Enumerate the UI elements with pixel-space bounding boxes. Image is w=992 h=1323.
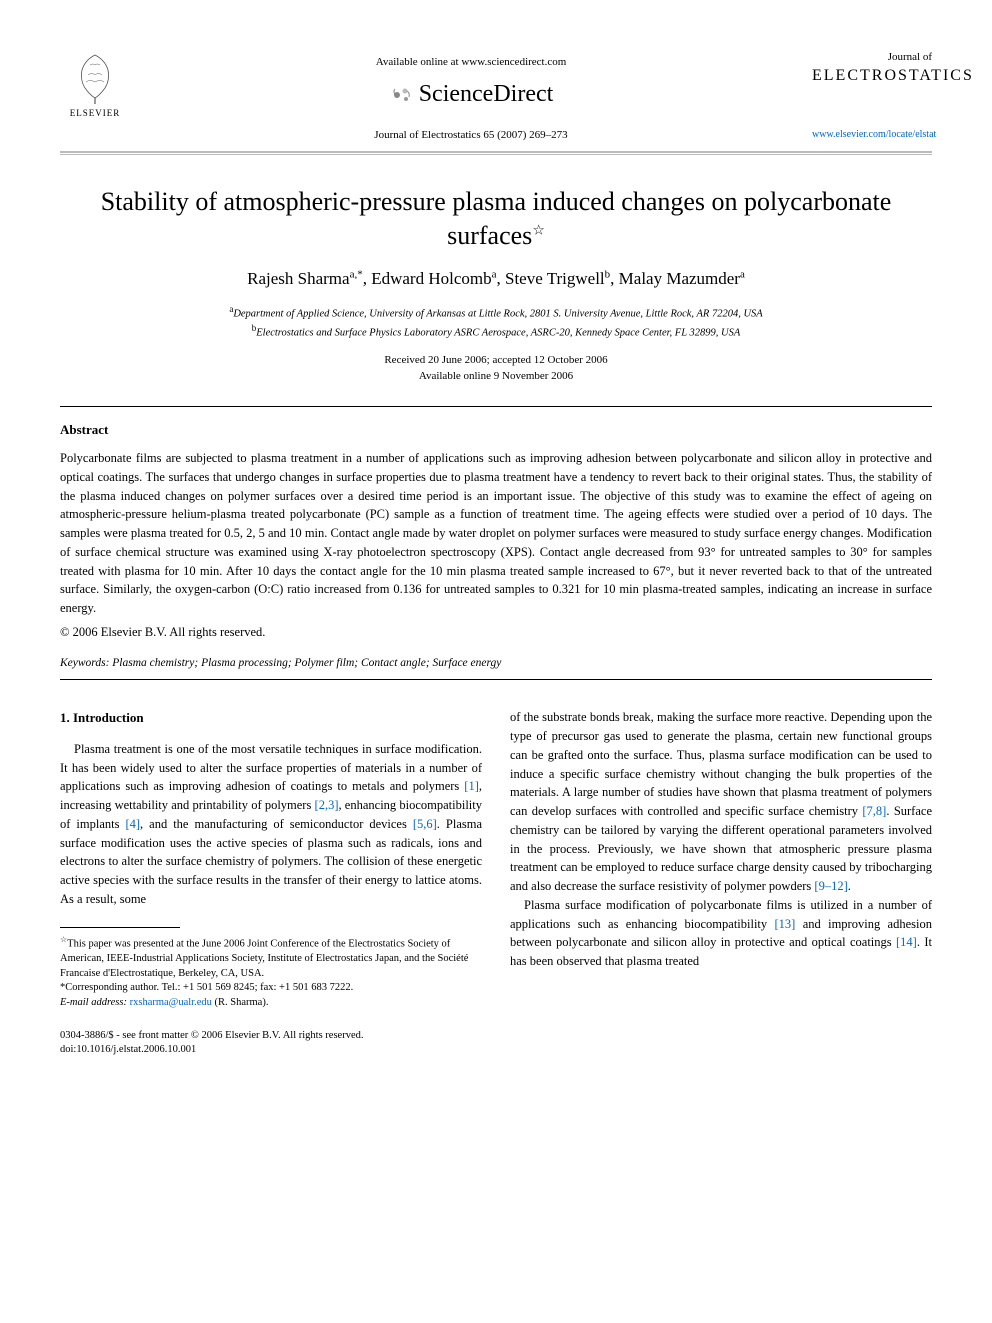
email-label: E-mail address: bbox=[60, 997, 127, 1008]
author-1: Rajesh Sharmaa,* bbox=[247, 269, 363, 288]
affiliations: aDepartment of Applied Science, Universi… bbox=[60, 303, 932, 341]
journal-name-large: ELECTROSTATICS bbox=[812, 65, 932, 87]
column-left: 1. Introduction Plasma treatment is one … bbox=[60, 708, 482, 1058]
email-author-name: (R. Sharma). bbox=[215, 997, 269, 1008]
doi-block: 0304-3886/$ - see front matter © 2006 El… bbox=[60, 1029, 482, 1058]
journal-homepage-link[interactable]: www.elsevier.com/locate/elstat bbox=[812, 128, 932, 142]
received-date: Received 20 June 2006; accepted 12 Octob… bbox=[60, 353, 932, 368]
ref-link-14[interactable]: [14] bbox=[896, 935, 917, 949]
elsevier-tree-icon bbox=[70, 50, 120, 105]
authors-line: Rajesh Sharmaa,*, Edward Holcomba, Steve… bbox=[60, 267, 932, 291]
abstract-top-divider bbox=[60, 406, 932, 407]
section-1-heading: 1. Introduction bbox=[60, 708, 482, 728]
abstract-heading: Abstract bbox=[60, 421, 932, 439]
footnote-divider bbox=[60, 927, 180, 928]
abstract-bottom-divider bbox=[60, 679, 932, 680]
online-date: Available online 9 November 2006 bbox=[60, 369, 932, 384]
sciencedirect-logo: ScienceDirect bbox=[389, 78, 554, 112]
author-3: Steve Trigwellb bbox=[505, 269, 610, 288]
doi-line: doi:10.1016/j.elstat.2006.10.001 bbox=[60, 1043, 482, 1058]
abstract-copyright: © 2006 Elsevier B.V. All rights reserved… bbox=[60, 624, 932, 642]
header-divider bbox=[60, 151, 932, 155]
affiliation-b: bElectrostatics and Surface Physics Labo… bbox=[60, 322, 932, 341]
intro-paragraph-2-right: Plasma surface modification of polycarbo… bbox=[510, 896, 932, 971]
center-header: Available online at www.sciencedirect.co… bbox=[130, 50, 812, 143]
keywords-text: Plasma chemistry; Plasma processing; Pol… bbox=[112, 657, 501, 669]
ref-link-13[interactable]: [13] bbox=[775, 917, 796, 931]
front-matter-line: 0304-3886/$ - see front matter © 2006 El… bbox=[60, 1029, 482, 1044]
ref-link-5-6[interactable]: [5,6] bbox=[413, 817, 437, 831]
elsevier-text: ELSEVIER bbox=[70, 107, 121, 120]
header-row: ELSEVIER Available online at www.science… bbox=[60, 50, 932, 143]
journal-cover: Journal of ELECTROSTATICS www.elsevier.c… bbox=[812, 50, 932, 142]
article-dates: Received 20 June 2006; accepted 12 Octob… bbox=[60, 353, 932, 384]
ref-link-7-8[interactable]: [7,8] bbox=[862, 804, 886, 818]
ref-link-9-12[interactable]: [9–12] bbox=[814, 879, 847, 893]
elsevier-logo: ELSEVIER bbox=[60, 50, 130, 130]
title-footnote-marker: ☆ bbox=[532, 224, 545, 239]
author-2: Edward Holcomba bbox=[371, 269, 496, 288]
available-online-text: Available online at www.sciencedirect.co… bbox=[130, 55, 812, 70]
keywords-label: Keywords: bbox=[60, 657, 109, 669]
title-text: Stability of atmospheric-pressure plasma… bbox=[101, 187, 892, 250]
affiliation-a: aDepartment of Applied Science, Universi… bbox=[60, 303, 932, 322]
keywords-line: Keywords: Plasma chemistry; Plasma proce… bbox=[60, 655, 932, 671]
intro-paragraph-1-left: Plasma treatment is one of the most vers… bbox=[60, 740, 482, 909]
sciencedirect-icon bbox=[389, 83, 413, 107]
footnote-star: ☆This paper was presented at the June 20… bbox=[60, 934, 482, 982]
body-columns: 1. Introduction Plasma treatment is one … bbox=[60, 708, 932, 1058]
footnote-corresponding: *Corresponding author. Tel.: +1 501 569 … bbox=[60, 981, 482, 996]
intro-paragraph-1-right: of the substrate bonds break, making the… bbox=[510, 708, 932, 896]
ref-link-4[interactable]: [4] bbox=[125, 817, 140, 831]
ref-link-2-3[interactable]: [2,3] bbox=[315, 798, 339, 812]
author-4: Malay Mazumdera bbox=[619, 269, 745, 288]
email-link[interactable]: rxsharma@ualr.edu bbox=[130, 997, 212, 1008]
column-right: of the substrate bonds break, making the… bbox=[510, 708, 932, 1058]
ref-link-1[interactable]: [1] bbox=[464, 779, 479, 793]
sciencedirect-text: ScienceDirect bbox=[419, 78, 554, 112]
footnote-email: E-mail address: rxsharma@ualr.edu (R. Sh… bbox=[60, 996, 482, 1011]
journal-name-small: Journal of bbox=[812, 50, 932, 65]
abstract-text: Polycarbonate films are subjected to pla… bbox=[60, 449, 932, 618]
article-title: Stability of atmospheric-pressure plasma… bbox=[100, 185, 892, 253]
journal-reference: Journal of Electrostatics 65 (2007) 269–… bbox=[130, 128, 812, 143]
